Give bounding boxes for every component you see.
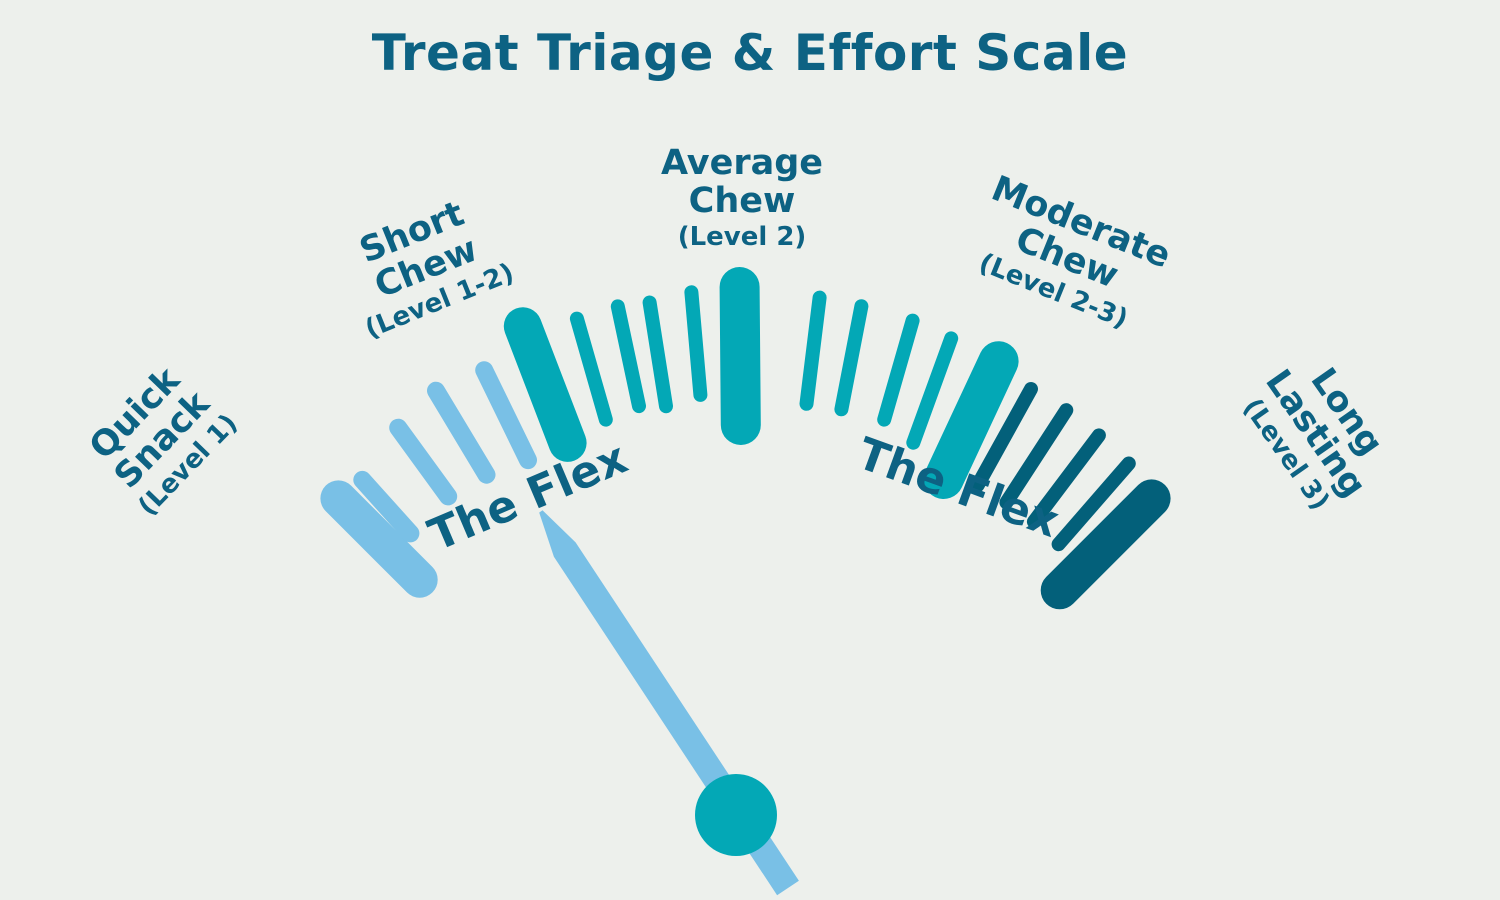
page-title: Treat Triage & Effort Scale xyxy=(371,24,1129,82)
gauge-tick-12 xyxy=(799,290,827,411)
gauge-tick-3 xyxy=(389,418,458,506)
label-average-chew-level: (Level 2) xyxy=(677,221,807,252)
gauge-tick-17 xyxy=(970,382,1038,493)
gauge-needle xyxy=(539,510,799,896)
gauge-tick-7 xyxy=(569,311,613,427)
needle-hub xyxy=(695,774,777,856)
label-average-chew-line2: Chew xyxy=(688,180,796,221)
gauge-tick-9 xyxy=(642,295,673,414)
label-average-chew-line1: Average xyxy=(660,143,824,184)
gauge-tick-20 xyxy=(1051,456,1136,552)
gauge-tick-6 xyxy=(503,307,587,462)
gauge-tick-11 xyxy=(719,267,761,445)
gauge-tick-15 xyxy=(906,331,959,450)
gauge-tick-18 xyxy=(999,403,1074,510)
gauge-tick-13 xyxy=(834,299,869,417)
gauge-tick-8 xyxy=(610,299,646,414)
gauge-tick-4 xyxy=(427,381,496,484)
gauge-ticks xyxy=(320,267,1171,610)
gauge-tick-19 xyxy=(1026,428,1106,529)
gauge-tick-1 xyxy=(320,480,438,598)
gauge-tick-5 xyxy=(475,361,537,470)
gauge-tick-10 xyxy=(684,285,708,402)
gauge-tick-16 xyxy=(923,341,1019,499)
gauge-tick-2 xyxy=(353,470,420,543)
gauge-tick-14 xyxy=(877,313,920,427)
gauge-tick-21 xyxy=(1040,479,1171,610)
